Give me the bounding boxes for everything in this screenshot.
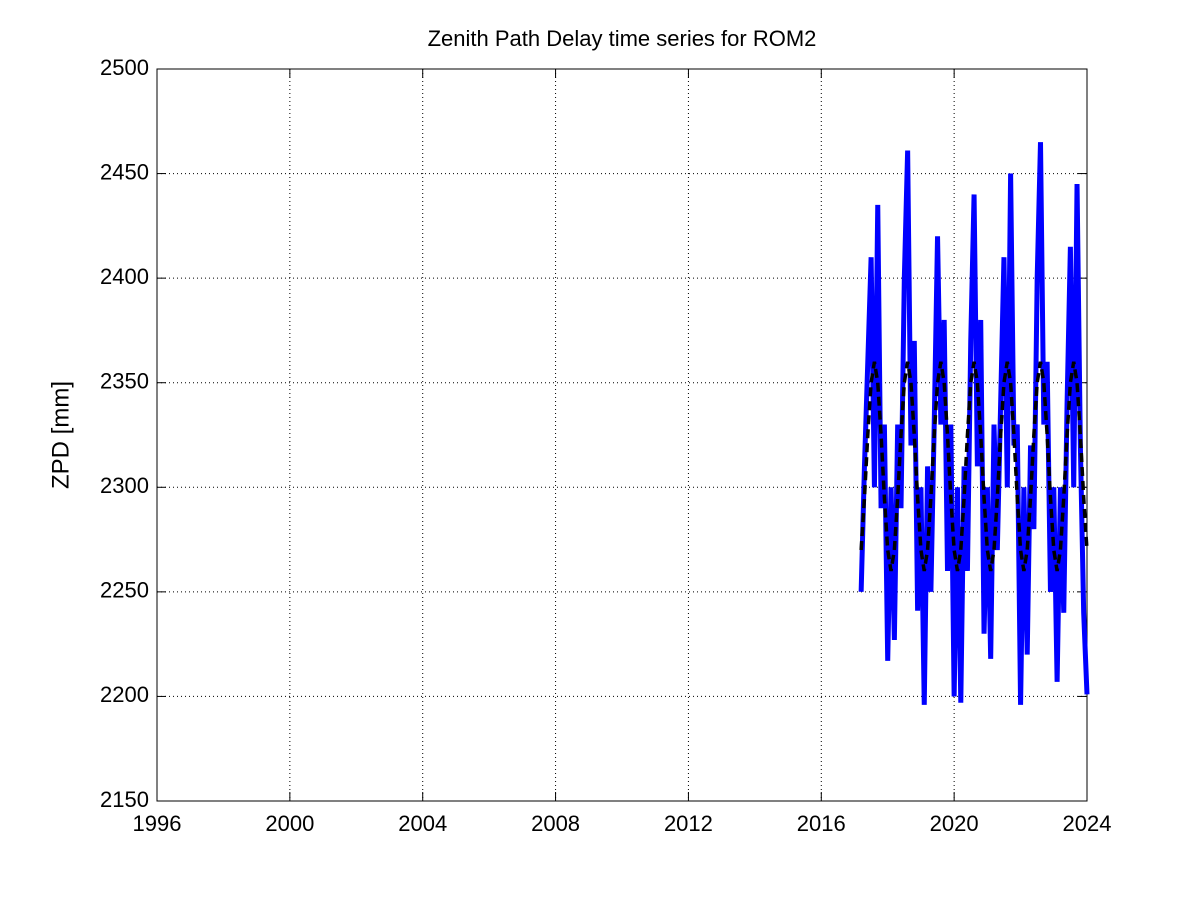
x-tick-label: 2000 — [265, 811, 314, 836]
x-tick-label: 2012 — [664, 811, 713, 836]
y-tick-label: 2500 — [100, 55, 149, 80]
y-axis-label: ZPD [mm] — [47, 381, 74, 489]
x-tick-label: 2016 — [797, 811, 846, 836]
x-tick-label: 2020 — [930, 811, 979, 836]
y-tick-label: 2300 — [100, 473, 149, 498]
series-line — [859, 361, 1089, 572]
x-tick-label: 2024 — [1063, 811, 1112, 836]
x-tick-label: 2004 — [398, 811, 447, 836]
y-tick-label: 2400 — [100, 264, 149, 289]
x-tick-label: 1996 — [133, 811, 182, 836]
y-tick-label: 2350 — [100, 369, 149, 394]
y-tick-label: 2150 — [100, 787, 149, 812]
y-tick-label: 2250 — [100, 578, 149, 603]
chart-title: Zenith Path Delay time series for ROM2 — [428, 26, 817, 51]
y-tick-label: 2200 — [100, 682, 149, 707]
plot-frame — [156, 68, 1088, 802]
y-tick-label: 2450 — [100, 159, 149, 184]
series-line — [858, 142, 1090, 705]
x-tick-label: 2008 — [531, 811, 580, 836]
